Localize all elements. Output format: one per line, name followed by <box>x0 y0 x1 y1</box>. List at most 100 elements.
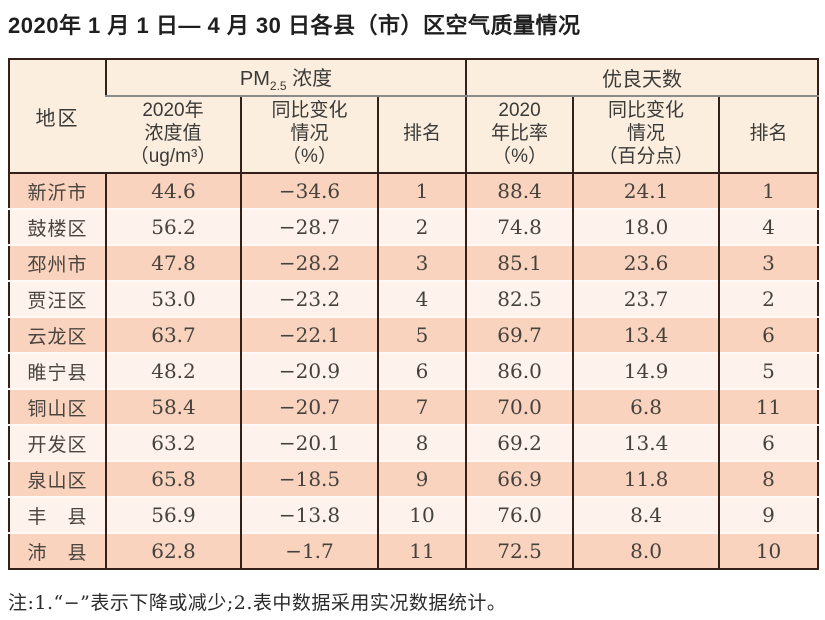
region-cell: 云龙区 <box>9 316 106 353</box>
good-change-cell: 23.7 <box>572 280 720 317</box>
pm-rank-cell: 5 <box>376 316 467 353</box>
table-row: 铜山区 58.4 −20.7 7 70.0 6.8 11 <box>9 388 819 425</box>
good-rank-cell: 2 <box>718 280 819 317</box>
pm-rank-cell: 4 <box>376 280 467 317</box>
good-change-cell: 8.0 <box>572 532 720 569</box>
table-row: 睢宁县 48.2 −20.9 6 86.0 14.9 5 <box>9 352 819 389</box>
table-row: 开发区 63.2 −20.1 8 69.2 13.4 6 <box>9 424 819 461</box>
good-rank-cell: 6 <box>718 316 819 353</box>
good-change-cell: 18.0 <box>572 208 720 245</box>
good-change-cell: 13.4 <box>572 316 720 353</box>
pm-rank-cell: 6 <box>376 352 467 389</box>
good-rate-cell: 66.9 <box>465 460 574 497</box>
pm-change-cell: −1.7 <box>240 532 378 569</box>
column-header-pm-value: 2020年 浓度值 （ug/m³） <box>106 96 241 174</box>
footnote: 注:1.“−”表示下降或减少;2.表中数据采用实况数据统计。 <box>8 592 507 614</box>
pm-rank-cell: 7 <box>376 388 467 425</box>
pm-value-cell: 47.8 <box>105 244 241 281</box>
pm-rank-cell: 3 <box>376 244 467 281</box>
pm-subscript: 2.5 <box>269 79 287 93</box>
pm-value-cell: 63.2 <box>105 424 241 461</box>
good-change-cell: 14.9 <box>572 352 720 389</box>
column-group-good-days: 优良天数 <box>465 59 819 97</box>
region-cell: 鼓楼区 <box>9 208 106 245</box>
good-rate-cell: 86.0 <box>465 352 574 389</box>
pm-change-cell: −34.6 <box>240 173 378 209</box>
pm-value-cell: 53.0 <box>105 280 241 317</box>
pm-value-cell: 62.8 <box>105 532 241 569</box>
region-cell: 邳州市 <box>9 244 106 281</box>
good-change-cell: 6.8 <box>572 388 720 425</box>
pm-rank-cell: 2 <box>376 208 467 245</box>
good-rate-cell: 70.0 <box>465 388 574 425</box>
pm-value-cell: 56.2 <box>105 208 241 245</box>
region-cell: 睢宁县 <box>9 352 106 389</box>
column-header-region: 地区 <box>9 59 106 174</box>
good-change-cell: 8.4 <box>572 496 720 533</box>
good-rank-cell: 8 <box>718 460 819 497</box>
pm-value-cell: 44.6 <box>105 173 241 209</box>
pm-label-suffix: 浓度 <box>286 68 333 90</box>
pm-change-cell: −23.2 <box>240 280 378 317</box>
column-header-good-rate: 2020 年比率 （%） <box>465 96 574 174</box>
region-cell: 开发区 <box>9 424 106 461</box>
good-rank-cell: 9 <box>718 496 819 533</box>
pm-rank-cell: 1 <box>376 173 467 209</box>
pm-rank-cell: 8 <box>376 424 467 461</box>
pm-value-cell: 48.2 <box>105 352 241 389</box>
good-rate-cell: 69.7 <box>465 316 574 353</box>
pm-change-cell: −20.9 <box>240 352 378 389</box>
good-rate-cell: 69.2 <box>465 424 574 461</box>
pm-value-cell: 58.4 <box>105 388 241 425</box>
pm-change-cell: −20.1 <box>240 424 378 461</box>
table-row: 丰 县 56.9 −13.8 10 76.0 8.4 9 <box>9 496 819 533</box>
table-row: 贾汪区 53.0 −23.2 4 82.5 23.7 2 <box>9 280 819 317</box>
good-rank-cell: 10 <box>718 532 819 569</box>
good-rank-cell: 11 <box>718 388 819 425</box>
table-row: 新沂市 44.6 −34.6 1 88.4 24.1 1 <box>9 173 819 209</box>
table-row: 云龙区 63.7 −22.1 5 69.7 13.4 6 <box>9 316 819 353</box>
pm-change-cell: −20.7 <box>240 388 378 425</box>
column-group-pm25: PM2.5 浓度 <box>104 59 467 97</box>
pm-change-cell: −22.1 <box>240 316 378 353</box>
pm-value-cell: 56.9 <box>105 496 241 533</box>
column-header-good-rank: 排名 <box>718 96 819 174</box>
region-cell: 新沂市 <box>9 173 106 209</box>
header-group-row: 地区 PM2.5 浓度 优良天数 <box>9 59 819 174</box>
table-row: 鼓楼区 56.2 −28.7 2 74.8 18.0 4 <box>9 208 819 245</box>
region-cell: 铜山区 <box>9 388 106 425</box>
good-rate-cell: 72.5 <box>465 532 574 569</box>
column-header-pm-change: 同比变化 情况 （%） <box>240 96 378 174</box>
region-cell: 贾汪区 <box>9 280 106 317</box>
good-rank-cell: 5 <box>718 352 819 389</box>
pm-change-cell: −28.2 <box>240 244 378 281</box>
pm-change-cell: −13.8 <box>240 496 378 533</box>
pm-rank-cell: 11 <box>376 532 467 569</box>
good-change-cell: 13.4 <box>572 424 720 461</box>
table-row: 泉山区 65.8 −18.5 9 66.9 11.8 8 <box>9 460 819 497</box>
pm-value-cell: 63.7 <box>105 316 241 353</box>
good-rank-cell: 3 <box>718 244 819 281</box>
header-sub-row: 2020年 浓度值 （ug/m³） 同比变化 情况 （%） 排名 2020 年比… <box>9 96 819 174</box>
table-row: 邳州市 47.8 −28.2 3 85.1 23.6 3 <box>9 244 819 281</box>
column-header-pm-rank: 排名 <box>376 96 467 174</box>
good-rank-cell: 1 <box>718 173 819 209</box>
good-rate-cell: 74.8 <box>465 208 574 245</box>
table-row: 沛 县 62.8 −1.7 11 72.5 8.0 10 <box>9 532 819 569</box>
good-rank-cell: 4 <box>718 208 819 245</box>
region-cell: 丰 县 <box>9 496 106 533</box>
region-cell: 沛 县 <box>9 532 106 569</box>
pm-value-cell: 65.8 <box>105 460 241 497</box>
page-title: 2020年 1 月 1 日— 4 月 30 日各县（市）区空气质量情况 <box>8 13 581 38</box>
good-change-cell: 11.8 <box>572 460 720 497</box>
air-quality-table: 地区 PM2.5 浓度 优良天数 2020年 浓度值 （ug/m³） 同比变化 … <box>8 58 820 570</box>
good-change-cell: 23.6 <box>572 244 720 281</box>
good-rate-cell: 76.0 <box>465 496 574 533</box>
good-rank-cell: 6 <box>718 424 819 461</box>
good-rate-cell: 88.4 <box>465 173 574 209</box>
pm-rank-cell: 9 <box>376 460 467 497</box>
good-rate-cell: 85.1 <box>465 244 574 281</box>
good-rate-cell: 82.5 <box>465 280 574 317</box>
pm-change-cell: −18.5 <box>240 460 378 497</box>
